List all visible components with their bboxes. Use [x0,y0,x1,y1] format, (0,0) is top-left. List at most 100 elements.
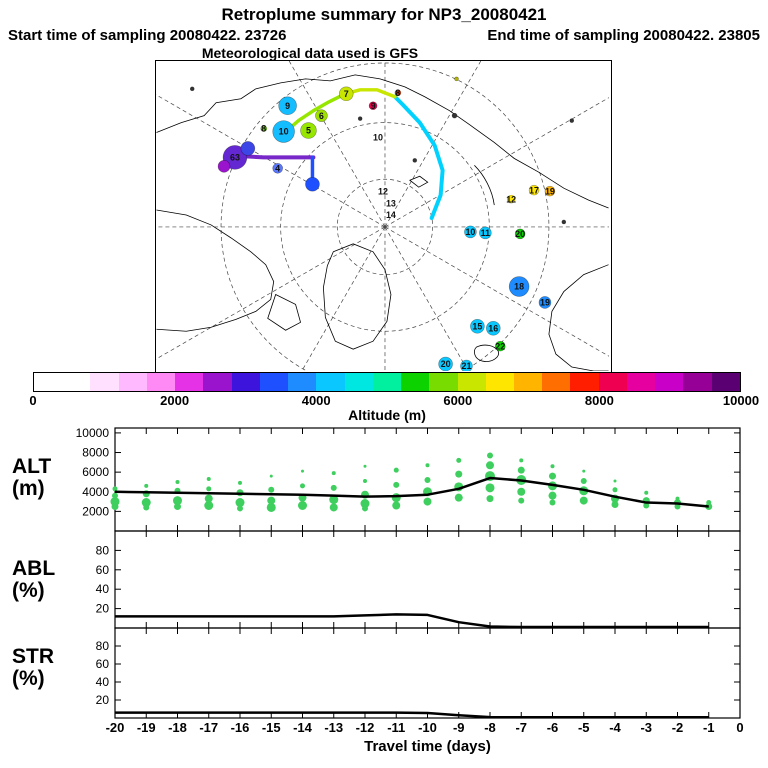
colorbar-segment [175,373,204,391]
svg-text:-17: -17 [199,720,218,735]
colorbar-segment [401,373,430,391]
str-panel-label: STR (%) [12,646,54,690]
svg-text:-19: -19 [137,720,156,735]
svg-text:10: 10 [373,133,383,143]
colorbar-gradient [33,372,741,392]
alt-mean-line [114,476,709,508]
colorbar-label: Altitude (m) [348,407,426,423]
svg-text:60: 60 [96,657,110,671]
svg-text:-3: -3 [640,720,652,735]
svg-text:6000: 6000 [82,465,109,479]
panel-ABL: 20 40 60 80 [96,530,741,629]
colorbar-segment [118,373,147,391]
time-series-panels: 2000 4000 6000 8000 10000 20 40 60 80 20 40 60 80 -20… [0,420,768,768]
colorbar-segment [598,373,627,391]
alt-label-text: ALT [12,455,52,478]
svg-text:-9: -9 [453,720,465,735]
map-graticule [156,61,609,371]
colorbar-segment [231,373,260,391]
svg-text:10000: 10000 [76,426,110,440]
alt-particle-dots [110,452,713,512]
svg-text:60: 60 [96,563,110,577]
colorbar-segment [542,373,571,391]
alt-panel-label: ALT (m) [12,456,51,500]
abl-unit-text: (%) [12,579,45,602]
colorbar-ticks: 0 2000 4000 6000 8000 10000 [29,392,759,408]
svg-text:0: 0 [736,720,743,735]
svg-text:6: 6 [319,111,324,121]
met-data-line: Meteorological data used is GFS [201,45,419,61]
colorbar-segment [316,373,345,391]
colorbar-segment [570,373,599,391]
svg-text:22: 22 [495,341,505,351]
svg-text:2000: 2000 [82,504,109,518]
svg-text:15: 15 [472,321,482,331]
svg-text:9: 9 [285,101,290,111]
svg-text:4: 4 [275,163,280,173]
svg-text:11: 11 [481,228,490,238]
colorbar-tick: 2000 [160,393,190,408]
colorbar-segment [655,373,684,391]
colorbar-segment [146,373,176,391]
svg-text:-11: -11 [387,720,405,735]
colorbar-tick: 0 [29,393,37,408]
colorbar-segment [429,373,458,391]
svg-text:8000: 8000 [82,446,109,460]
svg-text:17: 17 [529,185,539,195]
svg-text:-15: -15 [262,720,281,735]
altitude-colorbar: 0 2000 4000 6000 8000 10000 Altitude (m) [29,372,759,423]
colorbar-segment [90,373,119,391]
svg-text:-2: -2 [672,720,684,735]
colorbar-segment [626,373,656,391]
colorbar-tick: 8000 [584,393,614,408]
panel-STR: 20 40 60 80 [96,627,741,719]
colorbar-segment [34,373,63,391]
svg-text:-12: -12 [356,720,375,735]
svg-text:63: 63 [230,153,240,163]
svg-text:16: 16 [488,323,498,333]
colorbar-segment [457,373,486,391]
svg-text:19: 19 [540,298,550,308]
svg-text:40: 40 [96,675,110,689]
end-time-text: End time of sampling 20080422. 23805 [487,27,760,44]
page-title: Retroplume summary for NP3_20080421 [221,5,547,24]
svg-text:-18: -18 [168,720,187,735]
svg-text:20: 20 [515,229,525,239]
colorbar-segment [711,373,740,391]
svg-text:-8: -8 [484,720,496,735]
svg-text:8: 8 [395,88,400,98]
svg-text:-7: -7 [515,720,527,735]
svg-text:18: 18 [514,282,524,292]
colorbar-segment [288,373,317,391]
colorbar-segment [683,373,712,391]
abl-panel-label: ABL (%) [12,558,55,602]
svg-text:4000: 4000 [82,485,109,499]
svg-text:20: 20 [96,602,110,616]
colorbar-tick: 10000 [722,393,760,408]
svg-text:7: 7 [344,89,349,99]
panel-ALT: 2000 4000 6000 8000 10000 [76,426,741,532]
svg-text:-14: -14 [293,720,313,735]
svg-text:40: 40 [96,582,110,596]
abl-label-text: ABL [12,557,56,580]
svg-text:9: 9 [371,101,376,111]
x-axis-label: Travel time (days) [364,738,491,755]
x-axis-tick-labels: -20 -19 -18 -17 -16 -15 -14 -13 -12 -11 -10 -9 -8 -7-… [106,720,744,735]
svg-text:20: 20 [96,693,110,707]
colorbar-segment [259,373,289,391]
colorbar-segment [62,373,91,391]
str-unit-text: (%) [12,667,45,690]
svg-text:14: 14 [386,210,396,220]
colorbar-segment [344,373,373,391]
colorbar-segment [513,373,543,391]
map-plume-points: 63 4 56 7 8 9 10 8 9 10 12 13 14 17 19 12 10 11 20 18 19 15 16… [189,76,575,371]
start-time-text: Start time of sampling 20080422. 23726 [8,27,287,44]
svg-text:21: 21 [461,361,471,371]
sampling-times-line: Start time of sampling 20080422. 23726 E… [8,27,760,44]
svg-text:19: 19 [545,186,555,196]
svg-text:8: 8 [261,124,266,134]
str-label-text: STR [12,645,54,668]
svg-text:10: 10 [465,227,475,237]
svg-text:13: 13 [386,198,396,208]
